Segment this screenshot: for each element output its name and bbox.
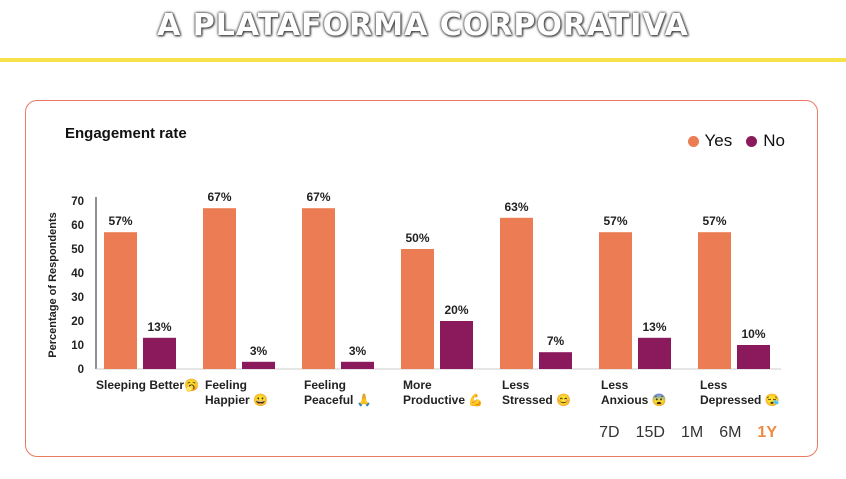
x-tick-label: Feeling <box>304 378 346 392</box>
tab-6m[interactable]: 6M <box>719 424 742 441</box>
data-label: 3% <box>349 344 367 358</box>
data-label: 67% <box>207 190 231 204</box>
bar-no <box>341 361 374 369</box>
bar-no <box>737 345 770 369</box>
legend-label-no: No <box>763 131 785 150</box>
y-tick-label: 30 <box>71 292 84 304</box>
tab-15d[interactable]: 15D <box>635 424 665 441</box>
tab-1m[interactable]: 1M <box>680 424 704 441</box>
banner-divider <box>0 58 846 62</box>
time-range-tabs: 7D 15D 1M 6M 1Y <box>599 424 777 442</box>
x-tick-label: Feeling <box>205 378 247 392</box>
bar-no <box>539 352 572 369</box>
bar-yes <box>599 232 632 369</box>
x-tick-label: Less <box>601 378 629 392</box>
bar-yes <box>302 208 335 369</box>
data-label: 3% <box>250 344 268 358</box>
x-tick-label: Peaceful 🙏 <box>304 393 372 407</box>
chart-title: Engagement rate <box>65 125 187 142</box>
legend-swatch-no <box>746 135 758 147</box>
y-axis-label: Percentage of Respondents <box>47 212 59 357</box>
banner-title: A PLATAFORMA CORPORATIVA <box>157 8 689 43</box>
y-tick-label: 20 <box>71 316 84 328</box>
legend-item-no: No <box>746 131 785 151</box>
bar-no <box>638 337 671 369</box>
data-label: 13% <box>147 320 171 334</box>
y-tick-label: 70 <box>71 196 84 208</box>
y-tick-label: 60 <box>71 220 84 232</box>
bar-yes <box>698 232 731 369</box>
y-tick-label: 50 <box>71 244 84 256</box>
data-label: 57% <box>702 214 726 228</box>
legend-swatch-yes <box>687 135 699 147</box>
x-tick-label: More <box>403 378 432 392</box>
legend-label-yes: Yes <box>704 131 733 150</box>
x-tick-label: Productive 💪 <box>403 393 483 407</box>
data-label: 63% <box>504 200 528 214</box>
data-label: 57% <box>108 214 132 228</box>
y-tick-label: 40 <box>71 268 84 280</box>
data-label: 13% <box>642 320 666 334</box>
data-label: 57% <box>603 214 627 228</box>
x-tick-label: Sleeping Better🥱 <box>96 378 199 392</box>
data-label: 50% <box>405 231 429 245</box>
chart-legend: Yes No <box>687 131 785 151</box>
bar-chart: 0 10 20 30 40 50 60 70 Percentage of Respondents… <box>47 190 781 407</box>
tab-7d[interactable]: 7D <box>599 424 620 441</box>
bar-yes <box>401 249 434 369</box>
bar-no <box>440 321 473 369</box>
bar-yes <box>104 232 137 369</box>
bar-no <box>242 361 275 369</box>
x-tick-label: Depressed 😪 <box>700 393 781 407</box>
legend-item-yes: Yes <box>687 131 733 151</box>
bar-no <box>143 337 176 369</box>
x-tick-label: Happier 😀 <box>205 393 268 407</box>
y-tick-label: 0 <box>78 364 84 376</box>
data-label: 7% <box>547 334 565 348</box>
data-label: 20% <box>444 303 468 317</box>
y-tick-label: 10 <box>71 340 84 352</box>
bar-yes <box>500 217 533 369</box>
bar-yes <box>203 208 236 369</box>
x-tick-label: Anxious 😨 <box>601 393 667 407</box>
tab-1y[interactable]: 1Y <box>757 424 777 441</box>
x-tick-label: Less <box>502 378 530 392</box>
x-tick-label: Less <box>700 378 728 392</box>
data-label: 67% <box>306 190 330 204</box>
chart-card: Engagement rate Yes No 0 10 20 30 40 50 60 70 Pe… <box>25 100 818 457</box>
data-label: 10% <box>741 327 765 341</box>
x-tick-label: Stressed 😊 <box>502 393 571 407</box>
